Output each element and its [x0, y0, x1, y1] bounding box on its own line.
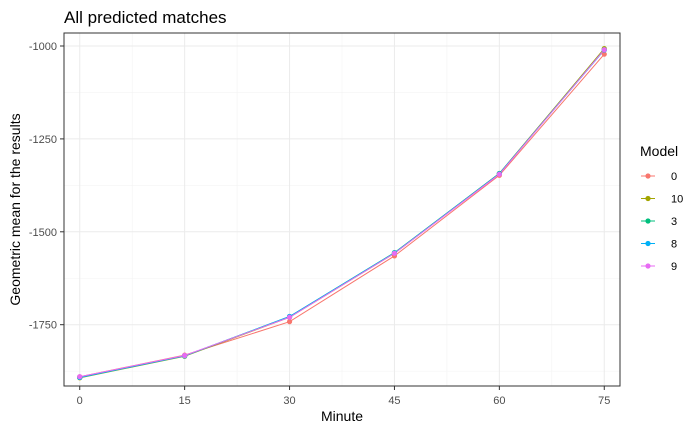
legend-key-point-0 [645, 173, 651, 179]
panel-border [63, 32, 621, 387]
series-lines [79, 48, 605, 379]
data-point-9 [286, 314, 293, 320]
legend-key-point-3 [645, 218, 651, 224]
grid [64, 33, 620, 386]
data-point-9 [391, 250, 398, 256]
legend-key-point-10 [645, 195, 651, 202]
legend-label-9: 9 [671, 261, 677, 273]
data-point-0 [286, 319, 293, 325]
x-tick-label: 45 [388, 395, 400, 407]
y-tick-label: -1250 [29, 134, 57, 146]
y-tick-label: -1000 [29, 41, 57, 53]
x-axis-title: Minute [321, 408, 363, 424]
chart-title: All predicted matches [64, 8, 227, 27]
data-point-9 [182, 352, 188, 359]
x-tick-label: 75 [598, 395, 610, 407]
series-points [77, 46, 607, 381]
legend-label-10: 10 [671, 194, 683, 206]
legend-key-point-8 [645, 240, 651, 247]
data-point-9 [77, 374, 83, 380]
y-axis: -1750 -1500 -1250 -1000 [29, 41, 64, 332]
x-tick-label: 30 [283, 395, 295, 407]
legend-label-8: 8 [671, 239, 677, 251]
legend-label-3: 3 [671, 216, 677, 228]
y-axis-title: Geometric mean for the results [7, 113, 23, 305]
data-point-0 [601, 51, 607, 57]
legend-title: Model [640, 143, 678, 159]
y-tick-label: -1750 [29, 320, 57, 332]
y-tick-label: -1500 [29, 227, 57, 239]
data-point-9 [496, 171, 502, 177]
series-line-9 [79, 49, 605, 378]
x-tick-label: 60 [493, 395, 505, 407]
data-point-9 [601, 47, 607, 53]
x-tick-label: 15 [179, 395, 191, 407]
legend-label-0: 0 [671, 171, 677, 183]
legend-key-point-9 [645, 263, 651, 269]
x-axis: 0 15 30 45 60 75 [77, 386, 610, 407]
legend: Model 0 10 3 8 9 [640, 143, 683, 273]
x-tick-label: 0 [77, 395, 83, 407]
